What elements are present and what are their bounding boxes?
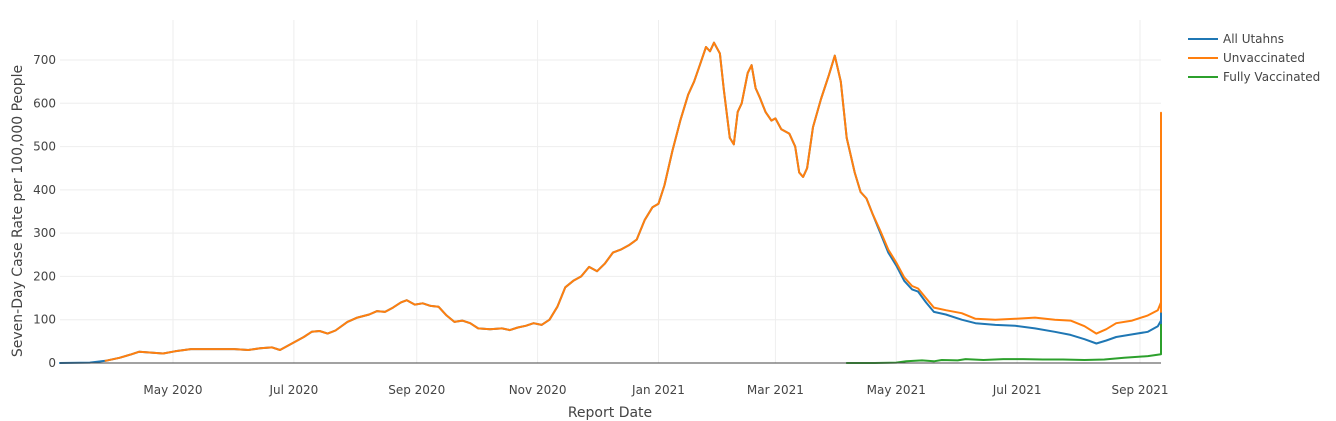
x-axis-title: Report Date [568, 405, 652, 421]
x-axis-ticks: May 2020 Jul 2020 Sep 2020 Nov 2020 Jan 2021… [143, 383, 1168, 397]
x-tick-label: May 2020 [143, 383, 202, 397]
y-tick-label: 600 [33, 96, 56, 110]
gridlines [60, 20, 1161, 363]
series-line-unvaccinated[interactable] [104, 41, 1162, 362]
x-tick-label: Jul 2021 [992, 383, 1042, 397]
legend[interactable]: All Utahns Unvaccinated Fully Vaccinated [1188, 32, 1320, 84]
x-tick-label: Jan 2021 [631, 383, 685, 397]
x-tick-label: Jul 2020 [268, 383, 318, 397]
x-tick-label: Sep 2020 [388, 383, 445, 397]
x-tick-label: Mar 2021 [747, 383, 804, 397]
y-axis-ticks: 0 100 200 300 400 500 600 700 [33, 53, 56, 370]
y-axis-title: Seven-Day Case Rate per 100,000 People [10, 65, 26, 357]
y-tick-label: 0 [48, 356, 56, 370]
legend-item-unvaccinated[interactable]: Unvaccinated [1188, 51, 1305, 65]
y-tick-label: 300 [33, 226, 56, 240]
x-tick-label: May 2021 [867, 383, 926, 397]
legend-label: Unvaccinated [1223, 51, 1305, 65]
legend-label: Fully Vaccinated [1223, 70, 1320, 84]
series-line-fully-vaccinated[interactable] [845, 314, 1162, 364]
legend-item-all-utahns[interactable]: All Utahns [1188, 32, 1284, 46]
y-tick-label: 100 [33, 313, 56, 327]
series-line-all-utahns[interactable] [59, 41, 1162, 364]
x-tick-label: Nov 2020 [509, 383, 567, 397]
x-tick-label: Sep 2021 [1112, 383, 1169, 397]
y-tick-label: 400 [33, 183, 56, 197]
series-lines [59, 41, 1162, 364]
y-tick-label: 200 [33, 269, 56, 283]
legend-label: All Utahns [1223, 32, 1284, 46]
y-tick-label: 500 [33, 140, 56, 154]
legend-item-fully-vaccinated[interactable]: Fully Vaccinated [1188, 70, 1320, 84]
y-tick-label: 700 [33, 53, 56, 67]
